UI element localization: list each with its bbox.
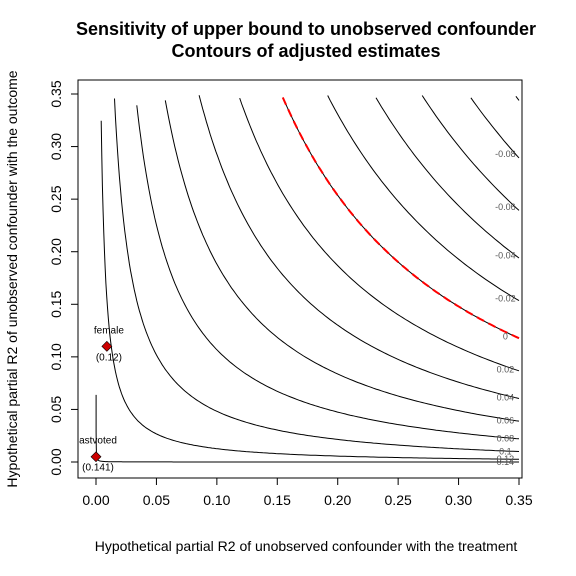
- contour-label: 0: [503, 332, 508, 342]
- contour-label: -0.04: [495, 250, 516, 260]
- chart-title-line1: Sensitivity of upper bound to unobserved…: [76, 19, 536, 39]
- y-axis: 0.00 0.05 0.10 0.15 0.20 0.25 0.30 0.35: [48, 80, 79, 476]
- x-tick-label: 0.00: [82, 492, 109, 508]
- y-tick-label: 0.35: [48, 80, 64, 107]
- x-axis-label: Hypothetical partial R2 of unobserved co…: [95, 538, 518, 554]
- x-tick-label: 0.35: [505, 492, 532, 508]
- contour-label: -0.02: [495, 293, 516, 303]
- contour-label: 0.02: [497, 365, 515, 375]
- x-tick-label: 0.20: [324, 492, 351, 508]
- contour-labels: 0.140.120.1 0.08 0.06 0.04 0.02 0 -0.02 -0.04 -0…: [495, 149, 516, 467]
- contour-line: [327, 95, 520, 302]
- x-tick-label: 0.25: [385, 492, 412, 508]
- contour-label: 0.08: [497, 434, 515, 444]
- contour-line: [375, 97, 520, 259]
- contour-label: 0.12: [497, 454, 515, 464]
- contour-line: [164, 100, 520, 422]
- y-tick-label: 0.20: [48, 238, 64, 265]
- y-axis-label: Hypothetical partial R2 of unobserved co…: [4, 70, 20, 487]
- x-tick-label: 0.15: [264, 492, 291, 508]
- benchmark-point-name: astvoted: [79, 436, 117, 447]
- contour-line: [421, 95, 520, 211]
- contour-label: -0.06: [495, 202, 516, 212]
- contour-label: 0.06: [497, 416, 515, 426]
- contour-lines: [95, 95, 520, 463]
- x-tick-label: 0.05: [143, 492, 170, 508]
- y-tick-label: 0.10: [48, 343, 64, 370]
- y-tick-label: 0.05: [48, 396, 64, 423]
- contour-line: [95, 394, 519, 463]
- benchmark-point-name: female: [94, 325, 124, 336]
- contour-line: [136, 105, 520, 440]
- contour-line: [470, 97, 520, 159]
- benchmark-points: astvoted (0.141) female (0.12): [79, 325, 124, 473]
- threshold-contour: [281, 97, 520, 340]
- contour-label: 0.1: [499, 446, 512, 456]
- plot-frame: [77, 79, 523, 479]
- y-tick-label: 0.30: [48, 133, 64, 160]
- x-tick-label: 0.30: [445, 492, 472, 508]
- contour-line: [114, 98, 520, 452]
- contour-line: [282, 97, 520, 339]
- contour-label: 0.04: [497, 393, 515, 403]
- chart-title-line2: Contours of adjusted estimates: [171, 41, 440, 61]
- contour-line: [198, 95, 520, 399]
- benchmark-point-value: (0.141): [82, 463, 114, 474]
- threshold-contour-line: [281, 97, 520, 340]
- y-tick-label: 0.15: [48, 290, 64, 317]
- benchmark-point-marker: [90, 451, 102, 463]
- benchmark-point-value: (0.12): [96, 352, 122, 363]
- benchmark-point-marker: [101, 340, 113, 352]
- contour-line: [100, 120, 520, 460]
- x-tick-label: 0.10: [203, 492, 230, 508]
- y-tick-label: 0.25: [48, 185, 64, 212]
- contour-line: [515, 95, 520, 101]
- contour-label: -0.08: [495, 149, 516, 159]
- contour-label: 0.14: [497, 457, 515, 467]
- y-tick-label: 0.00: [48, 448, 64, 475]
- x-axis: 0.00 0.05 0.10 0.15 0.20 0.25 0.30 0.35: [82, 477, 533, 508]
- contour-line: [239, 97, 520, 372]
